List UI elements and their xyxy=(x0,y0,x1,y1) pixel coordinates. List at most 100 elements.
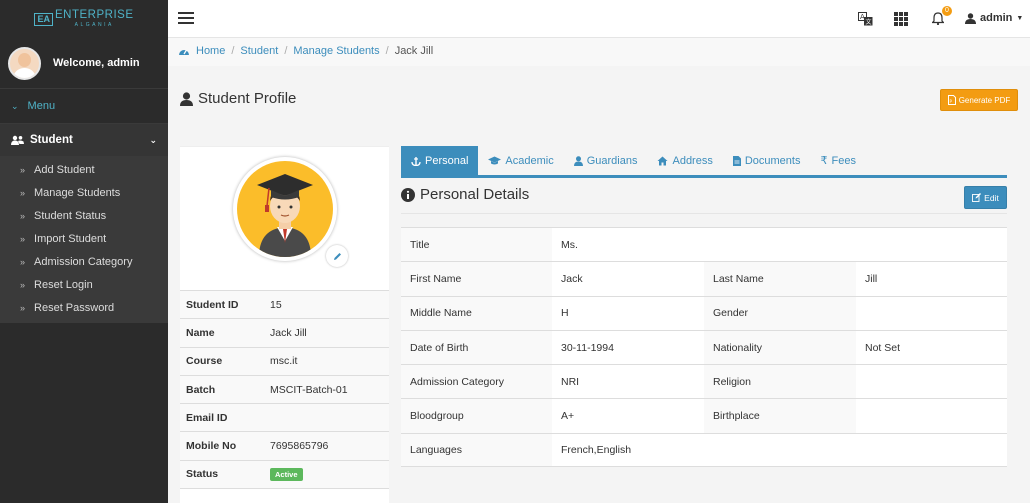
detail-value xyxy=(856,297,1007,330)
profile-row-status: Status Active xyxy=(180,460,389,490)
brand-logo[interactable]: EA ENTERPRISE ALGANIA xyxy=(34,10,133,28)
detail-value: 30-11-1994 xyxy=(561,341,614,354)
tab-label: Documents xyxy=(744,154,801,167)
sidebar-item-label: Admission Category xyxy=(34,255,133,268)
sidebar-item-admission-category[interactable]: » Admission Category xyxy=(0,250,168,273)
sidebar-item-label: Add Student xyxy=(34,163,95,176)
breadcrumb-separator: / xyxy=(284,45,288,57)
user-name: admin xyxy=(980,12,1013,24)
sidebar-item-reset-password[interactable]: » Reset Password xyxy=(0,296,168,319)
profile-key: Batch xyxy=(186,383,216,396)
breadcrumb-manage-students[interactable]: Manage Students xyxy=(293,45,380,57)
apps-grid-icon[interactable] xyxy=(894,12,908,26)
detail-key: Middle Name xyxy=(401,296,552,330)
detail-value: Not Set xyxy=(865,341,901,354)
sidebar-item-add-student[interactable]: » Add Student xyxy=(0,158,168,181)
double-chevron-icon: » xyxy=(20,233,26,244)
file-text-icon xyxy=(732,155,741,166)
profile-value: Jack Jill xyxy=(270,326,307,339)
profile-card: Student ID 15 Name Jack Jill Course msc.it … xyxy=(180,146,389,503)
tab-personal[interactable]: Personal xyxy=(401,146,479,175)
tab-documents[interactable]: Documents xyxy=(723,146,811,175)
user-menu[interactable]: admin ▼ xyxy=(965,12,1023,24)
user-icon xyxy=(180,91,193,106)
detail-key: Last Name xyxy=(704,262,856,296)
sidebar-item-label: Reset Password xyxy=(34,301,115,314)
tab-label: Guardians xyxy=(586,154,638,167)
generate-pdf-button[interactable]: P Generate PDF xyxy=(940,89,1018,111)
logo-mark: EA xyxy=(34,12,53,26)
sidebar-item-label: Manage Students xyxy=(34,186,121,199)
menu-label: Menu xyxy=(27,100,56,112)
graduation-cap-icon xyxy=(488,156,502,164)
page-title-text: Student Profile xyxy=(198,90,297,107)
breadcrumb-separator: / xyxy=(385,45,389,57)
rupee-icon: ₹ xyxy=(820,155,828,167)
detail-value: A+ xyxy=(561,410,575,423)
sidebar-item-manage-students[interactable]: » Manage Students xyxy=(0,181,168,204)
table-row: Middle Name H Gender xyxy=(401,295,1007,330)
profile-key: Status xyxy=(186,468,219,481)
sidebar-item-import-student[interactable]: » Import Student xyxy=(0,227,168,250)
tab-address[interactable]: Address xyxy=(647,146,722,175)
double-chevron-icon: » xyxy=(20,187,26,198)
table-row: Bloodgroup A+ Birthplace xyxy=(401,398,1007,433)
tab-fees[interactable]: ₹ Fees xyxy=(810,146,865,175)
profile-row-name: Name Jack Jill xyxy=(180,319,389,348)
edit-photo-button[interactable] xyxy=(326,245,348,267)
sidebar-item-student-status[interactable]: » Student Status xyxy=(0,204,168,227)
profile-value: 15 xyxy=(270,298,282,311)
users-icon xyxy=(11,135,24,145)
personal-details-table: Title Ms. First Name Jack Last Name Jill… xyxy=(401,227,1007,468)
profile-key: Email ID xyxy=(186,411,228,424)
bell-icon[interactable] xyxy=(932,12,944,25)
divider xyxy=(401,213,1007,214)
double-chevron-icon: » xyxy=(20,210,26,221)
sidebar-section-label: Student xyxy=(30,134,73,146)
profile-value: 7695865796 xyxy=(270,440,329,453)
language-icon[interactable]: A文 xyxy=(858,12,873,26)
generate-pdf-label: Generate PDF xyxy=(958,95,1011,105)
detail-key: Languages xyxy=(401,433,552,467)
menu-header[interactable]: ⌄ Menu xyxy=(0,89,168,124)
tab-academic[interactable]: Academic xyxy=(478,146,563,175)
svg-text:P: P xyxy=(949,99,952,104)
detail-value: NRI xyxy=(561,375,580,388)
table-row: Admission Category NRI Religion xyxy=(401,364,1007,399)
page-title: Student Profile xyxy=(180,90,296,107)
sidebar-item-label: Student Status xyxy=(34,209,107,222)
user-icon xyxy=(573,155,583,166)
profile-value: MSCIT-Batch-01 xyxy=(270,383,348,396)
sidebar-item-student[interactable]: Student ⌄ xyxy=(0,124,168,156)
profile-value: msc.it xyxy=(270,355,298,368)
table-row: Title Ms. xyxy=(401,227,1007,262)
edit-button-label: Edit xyxy=(984,192,999,203)
tab-label: Address xyxy=(672,154,713,167)
chevron-down-icon: ⌄ xyxy=(149,134,157,145)
profile-key: Course xyxy=(186,355,223,368)
graduate-avatar-icon xyxy=(257,174,313,257)
edit-button[interactable]: Edit xyxy=(964,186,1007,209)
profile-key: Mobile No xyxy=(186,440,237,453)
detail-value xyxy=(856,365,1007,398)
caret-down-icon: ▼ xyxy=(1016,14,1024,22)
breadcrumb-home[interactable]: Home xyxy=(196,45,226,57)
profile-row-email: Email ID xyxy=(180,404,389,433)
double-chevron-icon: » xyxy=(20,256,26,267)
detail-value: Jack xyxy=(561,272,583,285)
breadcrumb-current: Jack Jill xyxy=(394,45,434,57)
profile-info-table: Student ID 15 Name Jack Jill Course msc.it … xyxy=(180,290,389,490)
breadcrumb-student[interactable]: Student xyxy=(240,45,279,57)
tab-label: Fees xyxy=(831,154,856,167)
pencil-icon xyxy=(333,252,341,260)
profile-row-batch: Batch MSCIT-Batch-01 xyxy=(180,375,389,405)
tab-guardians[interactable]: Guardians xyxy=(564,146,648,175)
detail-value: Jill xyxy=(865,272,878,285)
profile-key: Name xyxy=(186,326,215,339)
personal-details-title: Personal Details xyxy=(401,186,529,203)
logo-sub-text: ALGANIA xyxy=(74,21,114,28)
double-chevron-icon: » xyxy=(20,279,26,290)
sidebar-item-reset-login[interactable]: » Reset Login xyxy=(0,273,168,296)
hamburger-menu-icon[interactable] xyxy=(178,12,194,24)
